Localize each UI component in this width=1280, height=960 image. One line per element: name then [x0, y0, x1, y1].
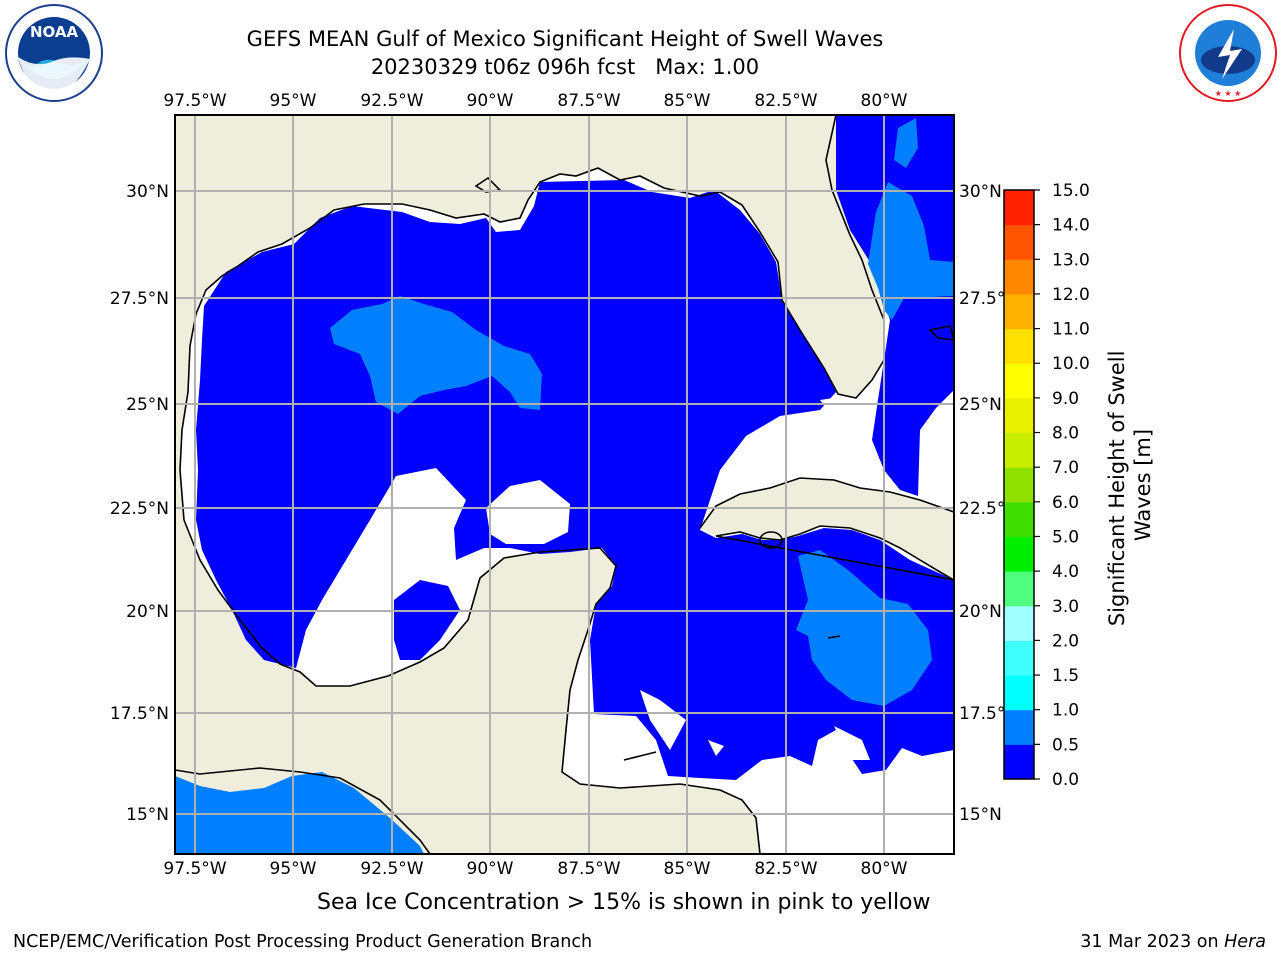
colorbar-tick-label: 9.0: [1052, 389, 1079, 409]
colorbar-segment: [1004, 605, 1034, 641]
noaa-logo-text: NOAA: [30, 23, 79, 41]
colorbar-segment: [1004, 432, 1034, 468]
lat-label: 22.5°N: [110, 499, 169, 519]
colorbar-segment: [1004, 501, 1034, 537]
colorbar-tick-label: 7.0: [1052, 458, 1079, 478]
lon-label: 85°W: [664, 91, 711, 111]
colorbar-tick-label: 14.0: [1052, 216, 1090, 236]
colorbar-segment: [1004, 675, 1034, 711]
colorbar-tick-label: 10.0: [1052, 354, 1090, 374]
lon-label: 90°W: [467, 91, 514, 111]
colorbar-segment: [1004, 259, 1034, 295]
lon-label: 90°W: [467, 859, 514, 879]
svg-text:★ ★ ★: ★ ★ ★: [1215, 89, 1242, 98]
lon-label: 92.5°W: [360, 91, 423, 111]
lat-label: 30°N: [126, 182, 169, 202]
colorbar-tick-label: 13.0: [1052, 250, 1090, 270]
colorbar-tick-label: 2.0: [1052, 631, 1079, 651]
lon-labels-top: 97.5°W 95°W 92.5°W 90°W 87.5°W 85°W 82.5…: [163, 91, 907, 111]
lat-label: 20°N: [126, 602, 169, 622]
lon-labels-bottom: 97.5°W 95°W 92.5°W 90°W 87.5°W 85°W 82.5…: [163, 859, 907, 879]
colorbar-segment: [1004, 640, 1034, 676]
lon-label: 80°W: [861, 859, 908, 879]
colorbar-segment: [1004, 744, 1034, 780]
lat-label: 15°N: [126, 805, 169, 825]
colorbar-segment: [1004, 190, 1034, 226]
lat-label: 30°N: [959, 182, 1002, 202]
colorbar-frame: [1003, 189, 1035, 780]
lat-labels-left: 30°N 27.5°N 25°N 22.5°N 20°N 17.5°N 15°N: [110, 182, 169, 825]
colorbar: 0.0 0.5 1.0 1.5 2.0 3.0 4.0 5.0 6.0 7.0 8.0 9.0 10.0…: [1003, 181, 1090, 790]
lon-label: 80°W: [861, 91, 908, 111]
colorbar-tick-label: 5.0: [1052, 527, 1079, 547]
lon-label: 92.5°W: [360, 859, 423, 879]
footer-machine: Hera: [1224, 932, 1266, 952]
colorbar-tick-label: 0.5: [1052, 735, 1079, 755]
lon-label: 95°W: [270, 91, 317, 111]
lon-label: 87.5°W: [557, 91, 620, 111]
colorbar-tick-label: 3.0: [1052, 597, 1079, 617]
lat-label: 25°N: [959, 395, 1002, 415]
colorbar-segment: [1004, 363, 1034, 399]
colorbar-tick-label: 1.5: [1052, 666, 1079, 686]
lon-label: 82.5°W: [754, 859, 817, 879]
gridlines: [175, 115, 954, 854]
colorbar-tick-label: 15.0: [1052, 181, 1090, 201]
lat-label: 17.5°N: [110, 704, 169, 724]
colorbar-segment: [1004, 328, 1034, 364]
colorbar-tick-label: 11.0: [1052, 320, 1090, 340]
colorbar-segment: [1004, 224, 1034, 260]
colorbar-tick-label: 6.0: [1052, 493, 1079, 513]
map-frame: [174, 114, 955, 855]
lon-label: 87.5°W: [557, 859, 620, 879]
colorbar-tick-label: 4.0: [1052, 562, 1079, 582]
colorbar-segment: [1004, 536, 1034, 572]
lat-label: 15°N: [959, 805, 1002, 825]
lon-label: 97.5°W: [163, 91, 226, 111]
colorbar-segment: [1004, 571, 1034, 607]
colorbar-tick-label: 0.0: [1052, 770, 1079, 790]
sea-ice-note: Sea Ice Concentration > 15% is shown in …: [317, 890, 931, 915]
lon-label: 85°W: [664, 859, 711, 879]
lon-label: 82.5°W: [754, 91, 817, 111]
colorbar-segment: [1004, 293, 1034, 330]
colorbar-tick-label: 8.0: [1052, 424, 1079, 444]
footer-credit: NCEP/EMC/Verification Post Processing Pr…: [13, 932, 593, 952]
colorbar-tick-label: 1.0: [1052, 701, 1079, 721]
lat-label: 25°N: [126, 395, 169, 415]
footer-date: 31 Mar 2023 on Hera: [1080, 932, 1266, 952]
colorbar-label: Significant Height of Swell Waves [m]: [1105, 344, 1155, 626]
missing-data-areas: [306, 396, 870, 760]
lon-label: 97.5°W: [163, 859, 226, 879]
colorbar-segment: [1004, 709, 1034, 745]
lat-label: 27.5°N: [110, 289, 169, 309]
lat-labels-right: 30°N 27.5°N 25°N 22.5°N 20°N 17.5°N 15°N: [959, 182, 1018, 825]
colorbar-tick-label: 12.0: [1052, 285, 1090, 305]
noaa-logo: NOAA: [5, 4, 103, 102]
colorbar-segment: [1004, 467, 1034, 503]
lat-label: 20°N: [959, 602, 1002, 622]
chart-subtitle: 20230329 t06z 096h fcst Max: 1.00: [370, 55, 760, 79]
colorbar-segment: [1004, 397, 1034, 434]
chart-title: GEFS MEAN Gulf of Mexico Significant Hei…: [246, 27, 884, 51]
footer-date-text: 31 Mar 2023 on: [1080, 932, 1219, 952]
coastlines: [175, 115, 954, 854]
nws-logo: ★ ★ ★: [1179, 4, 1277, 102]
lon-label: 95°W: [270, 859, 317, 879]
